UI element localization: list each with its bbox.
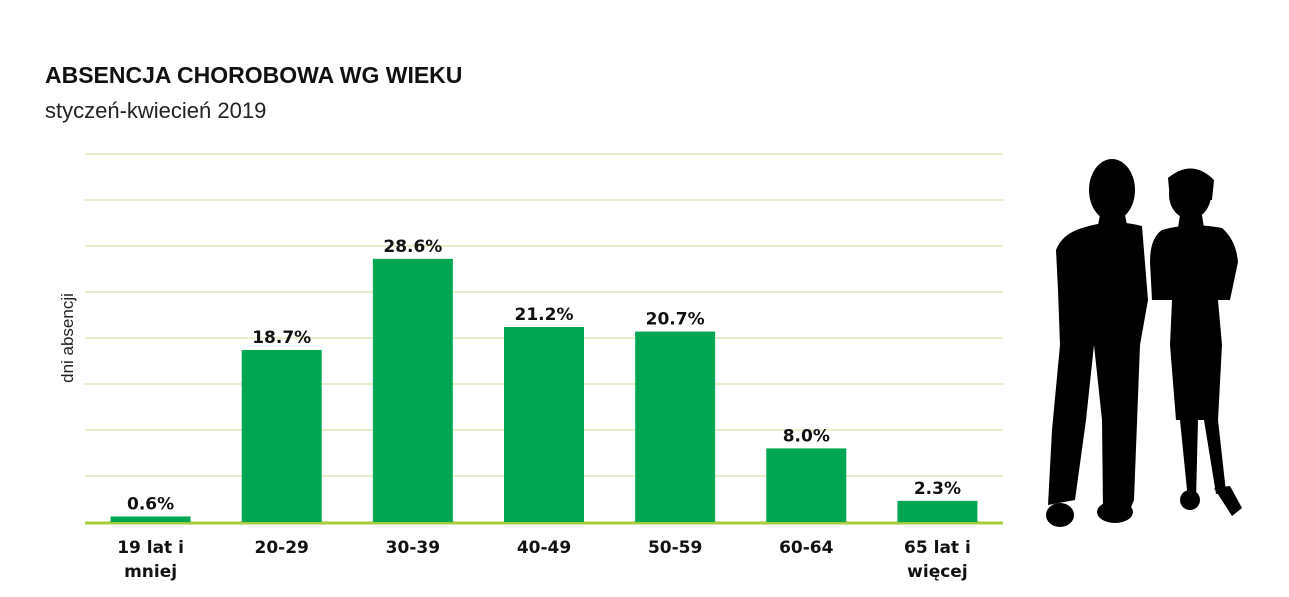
bars xyxy=(110,258,978,522)
bar xyxy=(504,326,584,522)
data-label: 28.6% xyxy=(383,237,442,257)
data-label: 8.0% xyxy=(783,426,830,446)
data-label: 21.2% xyxy=(515,305,574,325)
x-tick-label: więcej xyxy=(907,562,968,582)
x-tick-label: 60-64 xyxy=(779,538,834,558)
bar xyxy=(897,500,978,522)
x-tick-label: 20-29 xyxy=(255,538,309,558)
x-tick-label: 19 lat i xyxy=(117,538,184,558)
data-label: 0.6% xyxy=(127,494,174,514)
x-tick-label: 40-49 xyxy=(517,538,571,558)
value-labels: 0.6% 18.7% 28.6% 21.2% 20.7% 8.0% 2.3% xyxy=(127,237,961,515)
x-tick-label: mniej xyxy=(124,562,177,582)
bar xyxy=(372,258,453,522)
chart-title: ABSENCJA CHOROBOWA WG WIEKU xyxy=(45,62,463,88)
bar xyxy=(110,516,191,522)
bar xyxy=(766,448,847,522)
bar xyxy=(241,349,322,522)
people-silhouette-icon xyxy=(1046,159,1242,527)
data-label: 20.7% xyxy=(646,310,705,330)
chart-subtitle: styczeń-kwiecień 2019 xyxy=(45,98,267,123)
data-label: 18.7% xyxy=(252,328,311,348)
data-label: 2.3% xyxy=(914,479,961,499)
x-tick-label: 50-59 xyxy=(648,538,702,558)
bar xyxy=(635,331,716,522)
x-tick-label: 65 lat i xyxy=(904,538,971,558)
y-axis-label: dni absencji xyxy=(58,293,77,383)
x-tick-label: 30-39 xyxy=(386,538,440,558)
category-labels: 19 lat i mniej 20-29 30-39 40-49 50-59 60-64 65… xyxy=(117,538,971,582)
gridlines xyxy=(85,153,1003,525)
